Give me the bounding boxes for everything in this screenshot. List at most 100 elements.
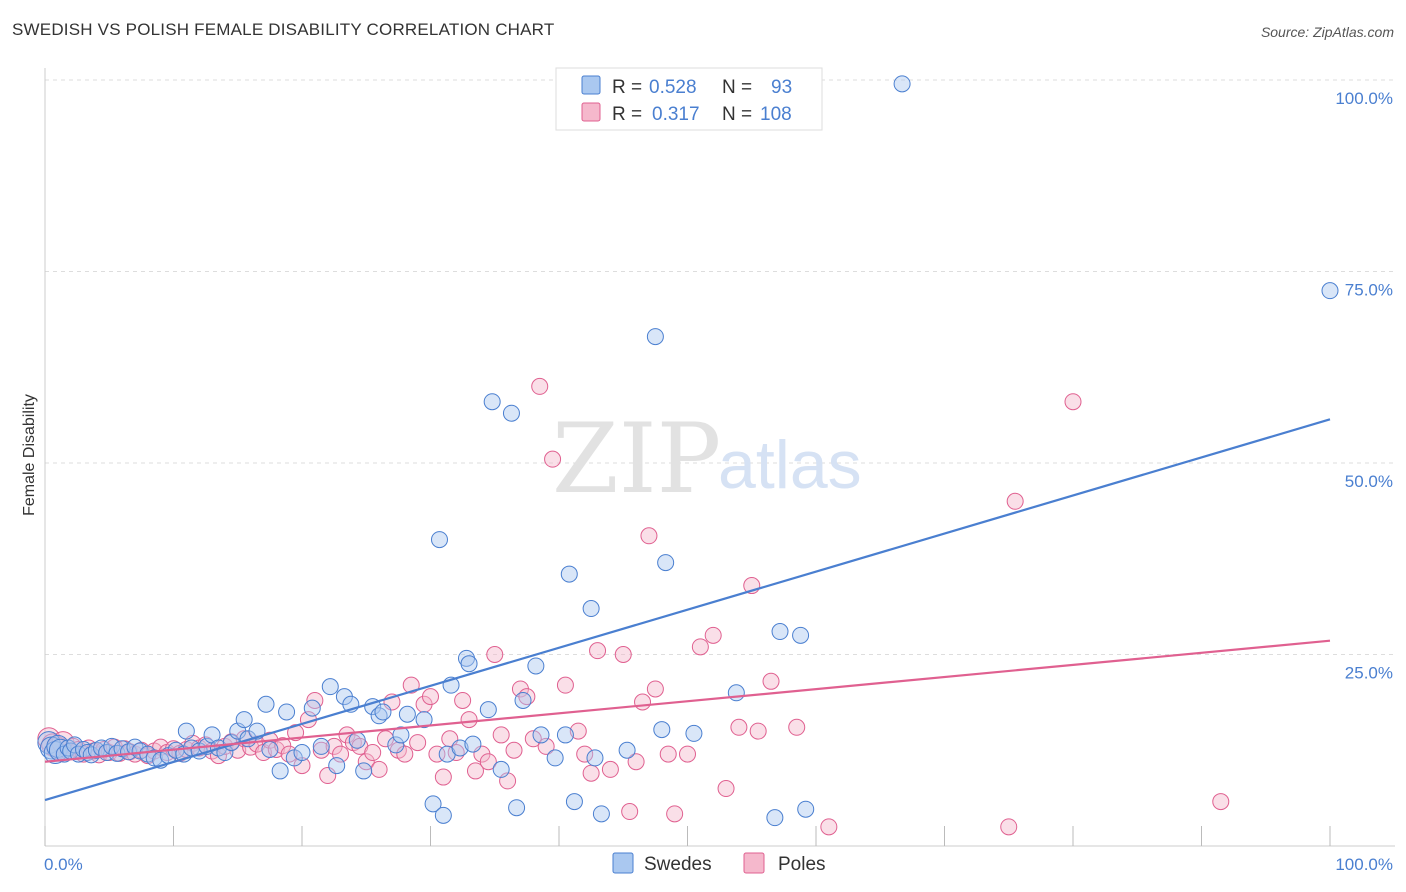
legend-swatch-poles bbox=[581, 102, 601, 122]
poles-point-70 bbox=[466, 762, 484, 780]
source-label: Source: ZipAtlas.com bbox=[1260, 24, 1394, 40]
swedes-point-61 bbox=[424, 795, 442, 813]
poles-point-49 bbox=[332, 745, 350, 763]
poles-point-73 bbox=[486, 646, 504, 663]
swedes-point-89 bbox=[685, 724, 703, 742]
swedes-point-77 bbox=[532, 726, 550, 744]
legend-n-label-swedes: N = bbox=[722, 77, 752, 98]
swedes-point-42 bbox=[271, 762, 289, 780]
swedes-point-63 bbox=[434, 806, 452, 824]
legend-r-label-swedes: R = bbox=[612, 77, 642, 98]
legend-swatch-swedes bbox=[581, 75, 601, 95]
poles-point-110 bbox=[1212, 793, 1230, 811]
swedes-point-52 bbox=[348, 731, 366, 749]
swedes-point-75 bbox=[514, 691, 532, 709]
swedes-point-93 bbox=[792, 626, 810, 644]
swedes-point-57 bbox=[387, 736, 405, 754]
swedes-point-81 bbox=[565, 793, 583, 811]
swedes-point-83 bbox=[586, 749, 604, 767]
swedes-point-37 bbox=[235, 711, 253, 729]
poles-point-88 bbox=[601, 760, 619, 778]
swedes-point-53 bbox=[355, 762, 373, 780]
swedes-point-66 bbox=[451, 739, 469, 757]
swedes-point-29 bbox=[177, 722, 195, 740]
y-tick-labels: 25.0% 50.0% 75.0% 100.0% bbox=[1335, 89, 1393, 683]
swedes-point-82 bbox=[582, 600, 600, 618]
poles-point-94 bbox=[646, 680, 664, 698]
poles-point-96 bbox=[666, 805, 684, 823]
poles-point-72 bbox=[479, 753, 497, 771]
poles-point-60 bbox=[402, 676, 420, 694]
swedes-point-70 bbox=[479, 701, 497, 719]
poles-point-101 bbox=[730, 718, 748, 736]
poles-point-108 bbox=[1006, 492, 1024, 510]
legend-n-label-poles: N = bbox=[722, 104, 752, 125]
poles-point-74 bbox=[492, 726, 510, 744]
poles-point-64 bbox=[428, 745, 446, 763]
legend: R = 0.528 N = 93 R = 0.317 N = 108 bbox=[555, 67, 823, 131]
poles-point-86 bbox=[582, 764, 600, 782]
swedes-point-94 bbox=[797, 800, 815, 818]
swedes-point-49 bbox=[328, 757, 346, 775]
poles-point-97 bbox=[679, 745, 696, 763]
swedes-point-88 bbox=[657, 554, 675, 572]
bottom-legend-label-swedes: Swedes bbox=[644, 854, 712, 875]
poles-point-55 bbox=[370, 760, 388, 778]
swedes-points bbox=[37, 75, 1339, 827]
poles-point-85 bbox=[576, 745, 594, 763]
poles-point-69 bbox=[460, 711, 478, 729]
swedes-trend-line bbox=[44, 418, 1331, 802]
watermark-zip: ZIP bbox=[552, 403, 721, 515]
x-tick-labels: 0.0% 100.0% bbox=[44, 855, 1393, 874]
poles-point-79 bbox=[524, 730, 542, 748]
y-tick-label-0: 25.0% bbox=[1345, 664, 1393, 683]
grid bbox=[45, 79, 1395, 655]
poles-point-95 bbox=[659, 745, 677, 763]
bottom-legend-swatch-swedes bbox=[612, 852, 634, 874]
y-axis-label: Female Disability bbox=[21, 394, 38, 516]
poles-point-46 bbox=[312, 741, 330, 759]
swedes-point-73 bbox=[502, 404, 520, 422]
bottom-legend-swatch-poles bbox=[743, 852, 765, 874]
poles-point-83 bbox=[556, 676, 574, 694]
swedes-point-74 bbox=[508, 799, 526, 817]
swedes-point-8 bbox=[66, 736, 84, 754]
poles-point-93 bbox=[640, 527, 658, 545]
swedes-point-79 bbox=[556, 726, 574, 744]
swedes-point-46 bbox=[303, 699, 321, 717]
swedes-point-59 bbox=[398, 705, 416, 723]
swedes-point-40 bbox=[257, 695, 275, 713]
poles-point-68 bbox=[454, 691, 472, 709]
swedes-point-60 bbox=[415, 711, 433, 729]
y-tick-label-1: 50.0% bbox=[1345, 472, 1393, 491]
poles-point-80 bbox=[531, 377, 549, 395]
poles-point-76 bbox=[505, 741, 523, 759]
poles-point-92 bbox=[634, 693, 652, 711]
chart-title: SWEDISH VS POLISH FEMALE DISABILITY CORR… bbox=[12, 20, 555, 39]
poles-point-42 bbox=[287, 724, 305, 742]
poles-point-63 bbox=[422, 688, 439, 706]
swedes-point-86 bbox=[646, 328, 664, 346]
swedes-point-78 bbox=[546, 749, 564, 767]
swedes-point-3 bbox=[46, 734, 70, 758]
bottom-legend: Swedes Poles bbox=[612, 852, 826, 875]
swedes-point-43 bbox=[278, 703, 296, 721]
swedes-point-45 bbox=[293, 744, 311, 762]
poles-point-98 bbox=[691, 638, 709, 656]
swedes-point-87 bbox=[653, 721, 671, 739]
poles-point-82 bbox=[544, 450, 562, 468]
poles-point-99 bbox=[704, 626, 722, 644]
y-tick-label-2: 75.0% bbox=[1345, 281, 1393, 300]
bottom-legend-label-poles: Poles bbox=[778, 854, 826, 875]
legend-r-value-poles: 0.317 bbox=[652, 104, 700, 125]
swedes-point-95 bbox=[893, 75, 911, 93]
swedes-point-68 bbox=[460, 655, 478, 673]
legend-n-value-poles: 108 bbox=[760, 104, 792, 125]
x-tick-label-0: 0.0% bbox=[44, 855, 83, 874]
swedes-point-71 bbox=[483, 393, 501, 411]
poles-point-90 bbox=[621, 803, 639, 821]
poles-point-109 bbox=[1064, 393, 1082, 411]
swedes-point-91 bbox=[766, 809, 784, 827]
poles-point-59 bbox=[396, 745, 414, 763]
legend-n-value-swedes: 93 bbox=[771, 77, 792, 98]
